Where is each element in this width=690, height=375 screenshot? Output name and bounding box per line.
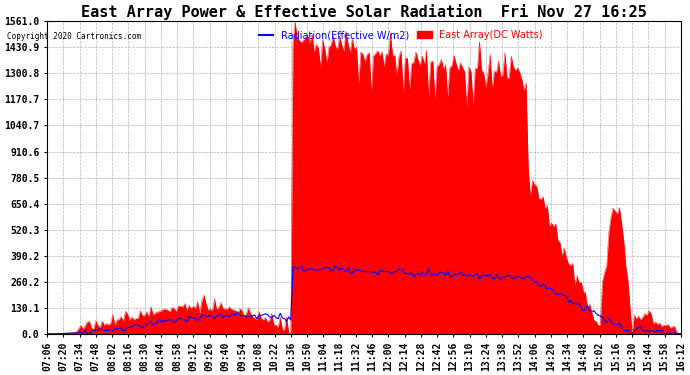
Legend: Radiation(Effective W/m2), East Array(DC Watts): Radiation(Effective W/m2), East Array(DC… (255, 26, 546, 44)
Title: East Array Power & Effective Solar Radiation  Fri Nov 27 16:25: East Array Power & Effective Solar Radia… (81, 4, 647, 20)
Text: Copyright 2020 Cartronics.com: Copyright 2020 Cartronics.com (7, 32, 141, 41)
